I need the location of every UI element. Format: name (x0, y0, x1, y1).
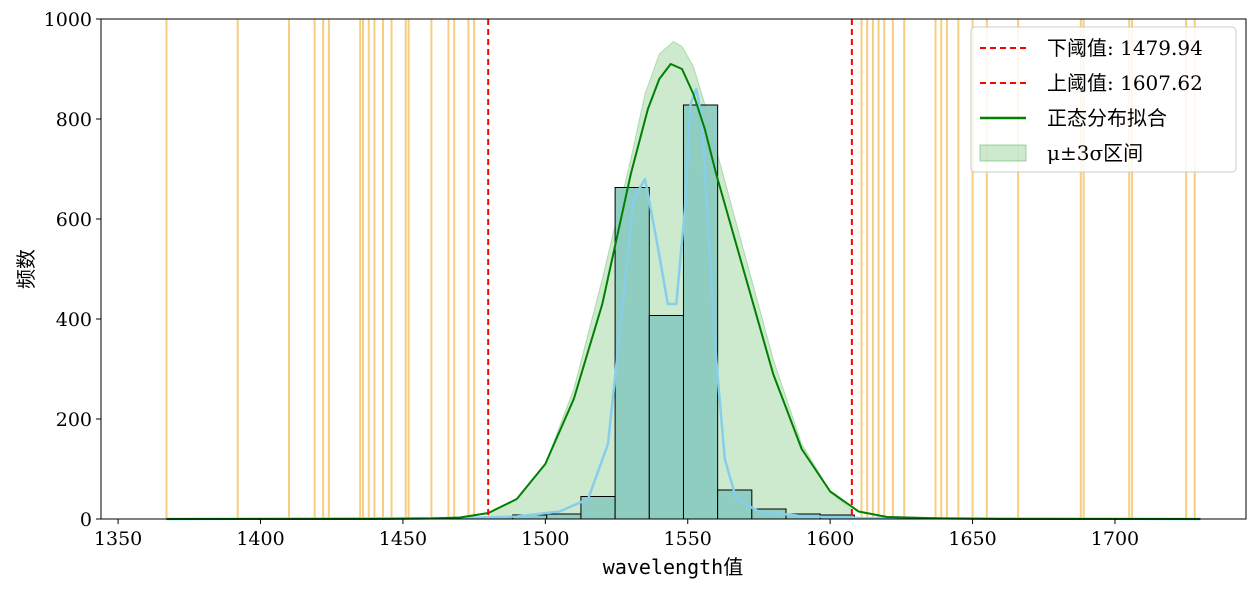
x-tick-label: 1600 (806, 528, 854, 550)
x-tick-label: 1550 (664, 528, 712, 550)
legend-box (970, 26, 1237, 173)
y-axis: 0 200 400 600 800 1000 (44, 9, 101, 531)
legend-entry-label: 下阈值: 1479.94 (1047, 36, 1203, 60)
x-tick-label: 1350 (94, 528, 142, 550)
kde-line (166, 87, 1201, 521)
legend-entry-label: μ±3σ区间 (1047, 141, 1143, 165)
legend-entry-label: 上阈值: 1607.62 (1047, 71, 1203, 95)
normal-fit-group (166, 63, 1201, 520)
y-tick-label: 400 (56, 309, 92, 331)
kde-group (166, 87, 1201, 521)
x-axis: 1350 1400 1450 1500 1550 1600 1650 1700 (94, 519, 1139, 550)
histogram-bar (648, 315, 684, 520)
normal-fit-line (166, 63, 1201, 520)
x-tick-label: 1450 (379, 528, 427, 550)
y-axis-label: 频数 (14, 249, 38, 289)
histogram-bar (546, 513, 582, 520)
histogram-group (477, 104, 855, 520)
threshold-lines-group (487, 19, 853, 519)
y-tick-label: 200 (56, 409, 92, 431)
legend-entry-label: 正态分布拟合 (1047, 106, 1167, 130)
histogram-bar (614, 187, 650, 520)
outlier-lines-group (165, 19, 1196, 519)
histogram-bar (682, 104, 719, 520)
x-tick-label: 1700 (1091, 528, 1139, 550)
y-tick-label: 1000 (44, 9, 92, 31)
x-tick-label: 1400 (236, 528, 284, 550)
y-tick-label: 800 (56, 109, 92, 131)
plot-frame (100, 18, 1247, 520)
y-tick-label: 0 (80, 509, 92, 531)
legend: 下阈值: 1479.94 上阈值: 1607.62 正态分布拟合 μ±3σ区间 (970, 26, 1237, 173)
x-tick-label: 1500 (521, 528, 569, 550)
x-tick-label: 1650 (948, 528, 996, 550)
x-axis-label: wavelength值 (603, 555, 743, 579)
y-tick-label: 600 (56, 209, 92, 231)
legend-band-swatch (979, 144, 1027, 162)
